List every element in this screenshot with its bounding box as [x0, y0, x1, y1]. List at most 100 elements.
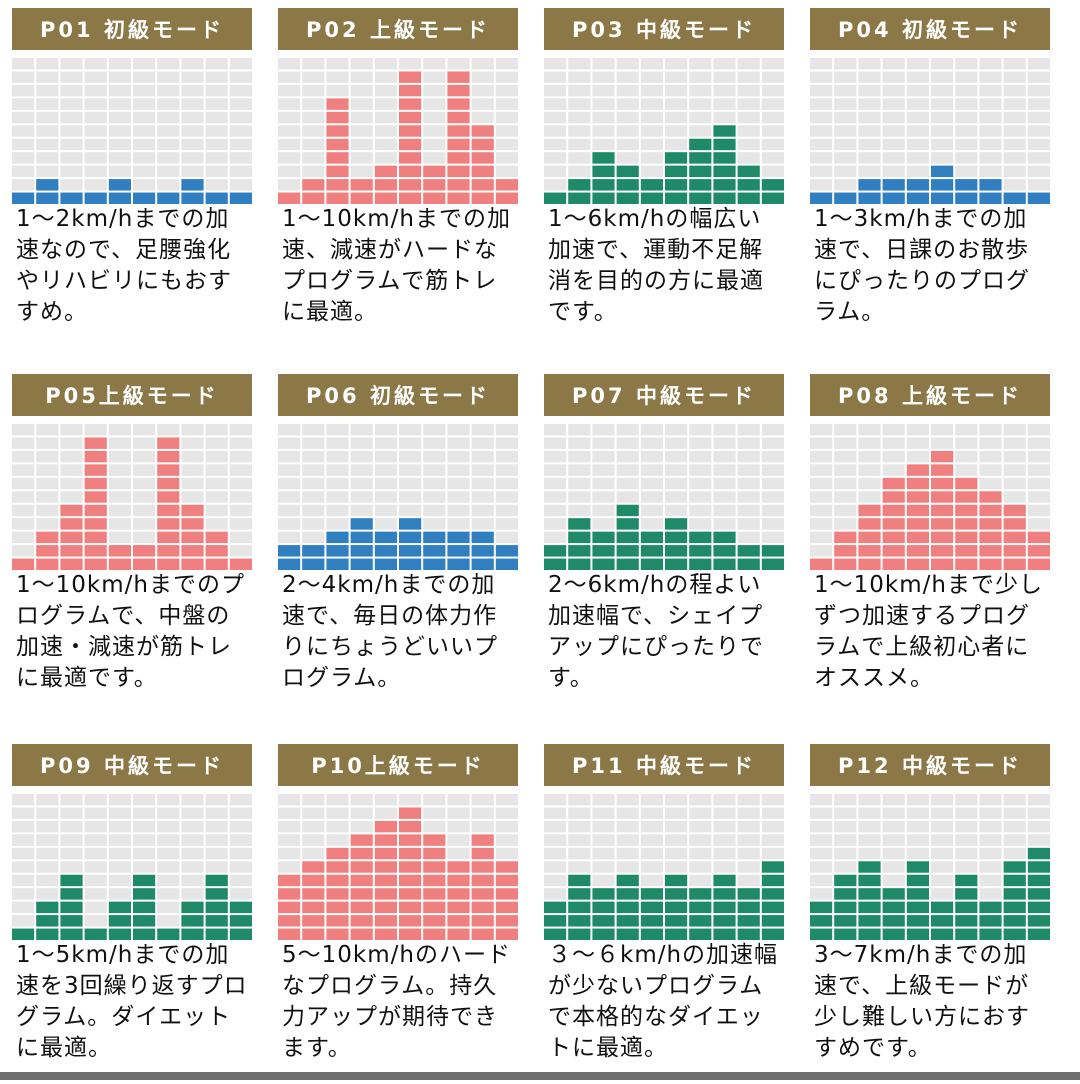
grid-cell	[278, 58, 301, 70]
grid-cell	[133, 98, 156, 110]
grid-cell	[326, 491, 349, 503]
bar-segment	[423, 192, 446, 204]
grid-cell	[568, 820, 591, 833]
grid-cell	[1027, 450, 1050, 463]
speed-bar	[931, 901, 954, 940]
speed-bar	[810, 901, 833, 940]
grid-cell	[12, 861, 35, 873]
grid-cell	[350, 820, 373, 833]
grid-cell	[834, 437, 857, 449]
bar-segment	[181, 504, 204, 517]
grid-cell	[399, 504, 422, 517]
grid-cell	[761, 84, 784, 97]
speed-bar-chart	[544, 424, 784, 570]
grid-cell	[592, 861, 615, 873]
grid-cell	[133, 84, 156, 97]
bar-segment	[858, 901, 881, 914]
grid-cell	[810, 111, 833, 124]
grid-cell	[568, 834, 591, 846]
grid-cell	[278, 138, 301, 151]
grid-cell	[810, 504, 833, 517]
bar-segment	[737, 192, 760, 204]
bar-segment	[374, 531, 397, 544]
speed-bar	[205, 531, 228, 570]
grid-cell	[931, 71, 954, 83]
bar-segment	[60, 915, 83, 927]
grid-cell	[157, 834, 180, 846]
grid-cell	[1027, 491, 1050, 503]
grid-cell	[689, 794, 712, 806]
bar-segment	[471, 928, 494, 940]
grid-cell	[640, 125, 663, 137]
grid-cell	[471, 820, 494, 833]
grid-cell	[12, 450, 35, 463]
program-title: P07 中級モード	[544, 374, 784, 416]
grid-background	[544, 794, 784, 900]
grid-cell	[931, 807, 954, 819]
grid-cell	[471, 424, 494, 436]
speed-bar	[399, 807, 422, 940]
grid-cell	[302, 71, 325, 83]
grid-cell	[399, 464, 422, 476]
grid-cell	[1027, 71, 1050, 83]
bar-segment	[858, 545, 881, 557]
grid-cell	[931, 847, 954, 860]
grid-cell	[906, 165, 929, 178]
program-card: P05上級モード 1〜10km/hまでのプログラムで、中盤の加速・減速が筋トレに最…	[12, 374, 252, 714]
bar-segment	[447, 165, 470, 178]
grid-cell	[157, 901, 180, 914]
speed-bar	[689, 531, 712, 570]
grid-cell	[108, 58, 131, 70]
bar-segment	[181, 901, 204, 914]
bar-segment	[447, 71, 470, 83]
bar-segment	[931, 464, 954, 476]
bar-segment	[84, 928, 107, 940]
grid-cell	[810, 84, 833, 97]
grid-cell	[181, 58, 204, 70]
grid-cell	[882, 98, 905, 110]
grid-cell	[471, 58, 494, 70]
grid-cell	[12, 477, 35, 490]
bar-segment	[544, 928, 567, 940]
bar-segment	[761, 915, 784, 927]
bar-segment	[1027, 901, 1050, 914]
bar-segment	[689, 179, 712, 191]
grid-cell	[810, 807, 833, 819]
grid-cell	[181, 98, 204, 110]
grid-cell	[544, 874, 567, 887]
bar-segment	[495, 901, 518, 914]
grid-cell	[906, 98, 929, 110]
grid-cell	[84, 847, 107, 860]
grid-cell	[858, 834, 881, 846]
bar-segment	[350, 888, 373, 900]
grid-cell	[858, 820, 881, 833]
speed-bar	[205, 192, 228, 204]
speed-bar	[423, 165, 446, 204]
bar-segment	[761, 901, 784, 914]
grid-cell	[882, 794, 905, 806]
bar-segment	[374, 834, 397, 846]
speed-bar	[616, 504, 639, 570]
grid-cell	[229, 138, 252, 151]
grid-cell	[133, 861, 156, 873]
grid-cell	[302, 138, 325, 151]
grid-cell	[12, 807, 35, 819]
grid-cell	[133, 834, 156, 846]
grid-cell	[157, 794, 180, 806]
bar-segment	[665, 558, 688, 570]
bar-segment	[858, 861, 881, 873]
bar-segment	[326, 179, 349, 191]
grid-cell	[374, 424, 397, 436]
bar-segment	[60, 504, 83, 517]
grid-cell	[834, 491, 857, 503]
bar-segment	[568, 558, 591, 570]
grid-cell	[12, 138, 35, 151]
grid-cell	[810, 861, 833, 873]
grid-cell	[979, 450, 1002, 463]
bar-segment	[616, 888, 639, 900]
grid-cell	[544, 464, 567, 476]
grid-cell	[350, 794, 373, 806]
grid-cell	[278, 861, 301, 873]
bar-segment	[834, 531, 857, 544]
bar-segment	[906, 179, 929, 191]
